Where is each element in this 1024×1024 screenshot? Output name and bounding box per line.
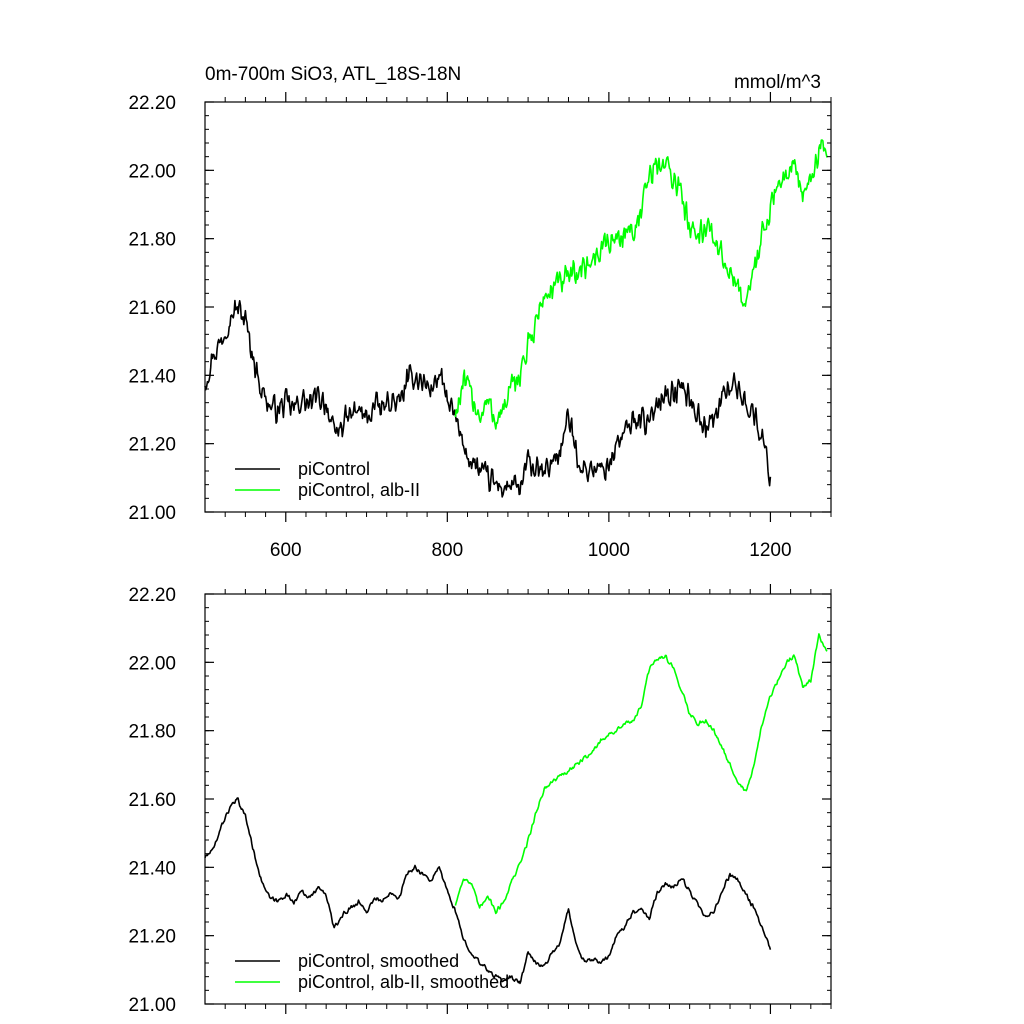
legend-label: piControl <box>298 459 370 479</box>
series-line-picontrol <box>204 797 772 985</box>
legend-label: piControl, smoothed <box>298 951 459 971</box>
y-tick-label: 21.60 <box>128 298 176 319</box>
x-tick-label: 1200 <box>749 540 791 561</box>
y-tick-label: 21.60 <box>128 790 176 811</box>
y-tick-label: 21.80 <box>128 722 176 743</box>
y-tick-label: 21.20 <box>128 927 176 948</box>
y-tick-label: 21.40 <box>128 858 176 879</box>
chart-title: 0m-700m SiO3, ATL_18S-18N <box>205 64 461 85</box>
top-panel: 21.00 21.20 21.40 21.60 21.80 22.00 22.20 600 80… <box>128 64 832 561</box>
series-line-picontrol <box>204 299 772 498</box>
series-line-picontrol-alb-ii <box>454 633 828 915</box>
y-tick-label: 21.80 <box>128 230 176 251</box>
y-tick-label: 21.20 <box>128 435 176 456</box>
y-tick-label: 21.00 <box>128 503 176 524</box>
units-label: mmol/m^3 <box>734 72 821 93</box>
x-tick-label: 600 <box>270 540 302 561</box>
y-tick-label: 22.00 <box>128 653 176 674</box>
y-tick-label: 21.00 <box>128 995 176 1016</box>
bottom-panel: 21.00 21.20 21.40 21.60 21.80 22.00 22.20 piCon… <box>128 584 832 1016</box>
y-tick-label: 21.40 <box>128 366 176 387</box>
series-line-picontrol-alb-ii <box>454 139 828 430</box>
legend-label: piControl, alb-II <box>298 480 420 500</box>
x-tick-label: 1000 <box>588 540 630 561</box>
y-tick-label: 22.00 <box>128 161 176 182</box>
y-tick-label: 22.20 <box>128 93 176 114</box>
y-tick-label: 22.20 <box>128 585 176 606</box>
x-tick-label: 800 <box>431 540 463 561</box>
legend-label: piControl, alb-II, smoothed <box>298 972 509 992</box>
